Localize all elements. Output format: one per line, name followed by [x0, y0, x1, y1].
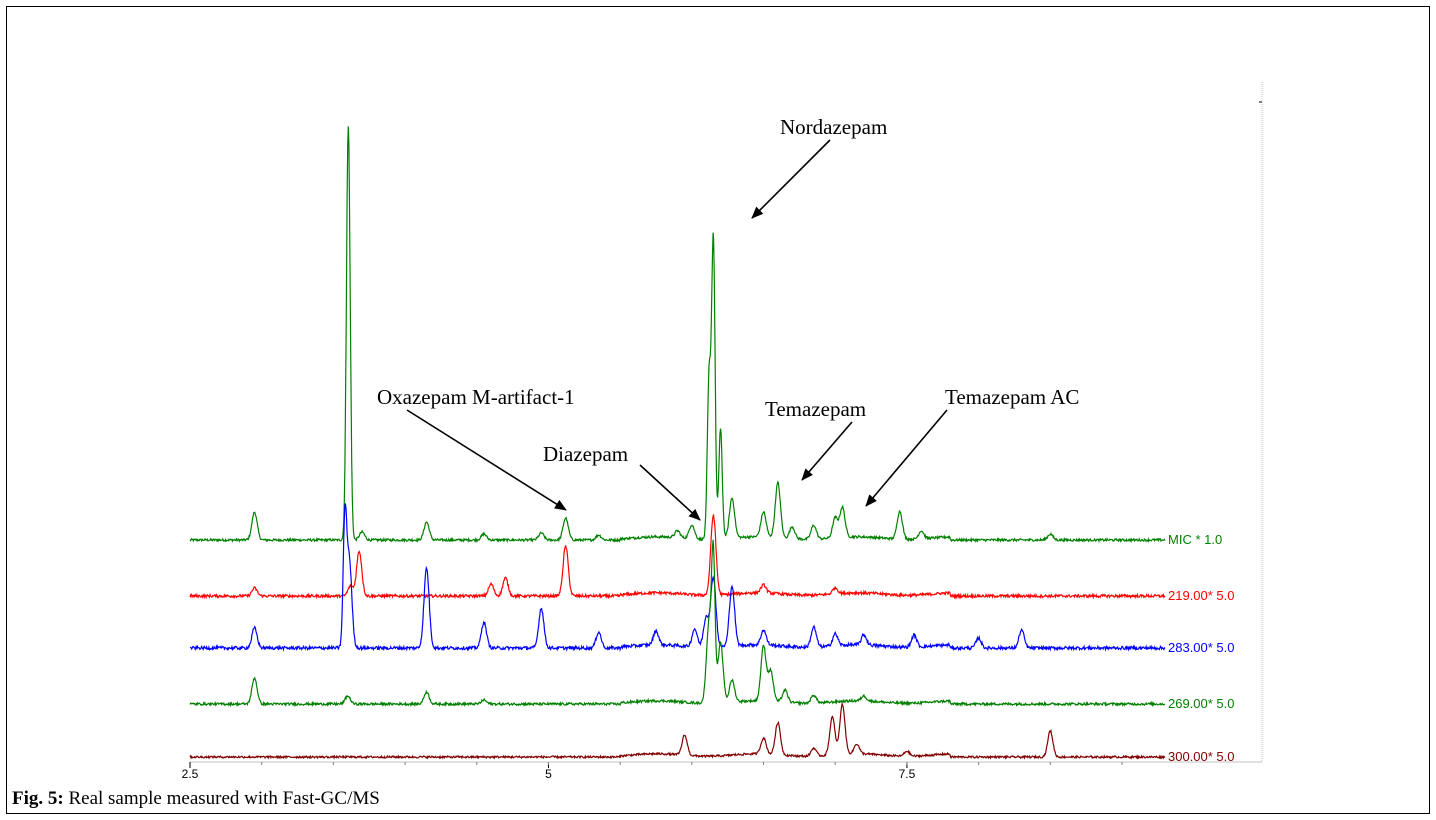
- annotation-arrow-3: [639, 464, 701, 521]
- annotation-label-4: Temazepam: [765, 397, 866, 421]
- figure-caption: Fig. 5: Real sample measured with Fast-G…: [12, 788, 380, 810]
- annotation-arrow-4: [801, 421, 853, 481]
- trace-1: [189, 126, 1166, 544]
- x-axis: 2.5 5 7.5: [182, 82, 1263, 781]
- peak-annotations: Nordazepam Oxazepam M-artifact-1 Diazepam T…: [377, 115, 1079, 521]
- caption-prefix: Fig. 5:: [12, 788, 64, 809]
- annotation-arrow-5: [865, 409, 948, 507]
- trace-2: [189, 513, 1166, 600]
- trace-4: [189, 539, 1166, 708]
- trace-label-3: 283.00* 5.0: [1168, 640, 1235, 655]
- caption-text: Real sample measured with Fast-GC/MS: [63, 788, 380, 809]
- x-tick-label: 2.5: [182, 767, 199, 781]
- annotation-arrow-1: [751, 139, 831, 219]
- trace-5: [189, 701, 1166, 760]
- annotation-label-5: Temazepam AC: [945, 385, 1079, 409]
- annotation-label-1: Nordazepam: [780, 115, 887, 139]
- trace-label-4: 269.00* 5.0: [1168, 696, 1235, 711]
- trace-label-5: 300.00* 5.0: [1168, 749, 1235, 764]
- x-tick-label: 7.5: [899, 767, 916, 781]
- trace-3: [190, 503, 1166, 652]
- trace-label-2: 219.00* 5.0: [1168, 588, 1235, 603]
- trace-label-1: MIC * 1.0: [1168, 532, 1222, 547]
- trace-labels: MIC * 1.0 219.00* 5.0 283.00* 5.0 269.00* 5…: [1168, 532, 1235, 764]
- x-tick-label: 5: [545, 767, 552, 781]
- traces: [189, 126, 1166, 760]
- annotation-label-3: Diazepam: [543, 442, 628, 466]
- figure-frame: [6, 6, 1430, 814]
- annotation-arrow-2: [406, 409, 567, 511]
- annotation-label-2: Oxazepam M-artifact-1: [377, 385, 575, 409]
